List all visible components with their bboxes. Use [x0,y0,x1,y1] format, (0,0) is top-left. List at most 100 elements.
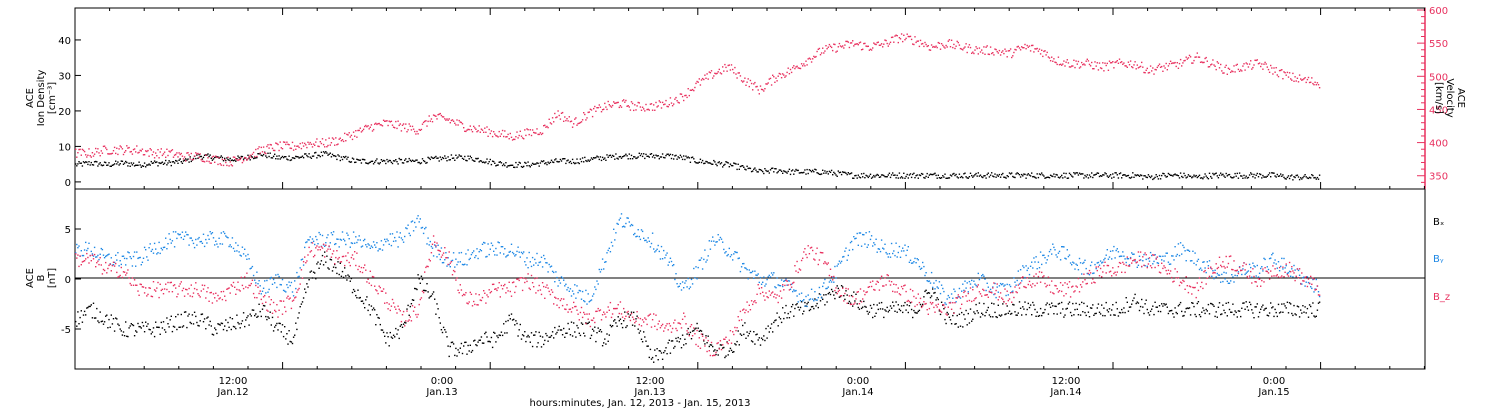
density-point-0 [555,158,557,160]
bfield-point-2 [298,287,300,290]
bfield-point-1 [1165,252,1167,254]
bfield-point-2 [355,264,357,267]
velocity-point-0 [946,46,948,48]
velocity-point-0 [660,107,663,109]
density-point-0 [982,176,984,179]
bfield-point-0 [521,334,524,336]
velocity-point-0 [1210,64,1212,66]
density-point-0 [435,155,437,158]
bfield-point-2 [411,305,414,307]
density-point-0 [1038,173,1041,175]
velocity-point-0 [646,108,648,111]
velocity-point-0 [924,41,926,44]
bfield-point-0 [686,333,688,335]
bfield-point-1 [191,239,194,242]
velocity-point-0 [728,64,730,66]
velocity-point-0 [366,126,368,128]
bfield-point-1 [704,249,706,251]
density-point-0 [1235,175,1237,177]
bfield-point-1 [331,234,334,236]
density-point-0 [956,176,958,178]
bfield-point-1 [444,259,446,261]
velocity-point-0 [1179,58,1182,61]
bfield-point-1 [626,217,628,219]
density-point-0 [365,162,367,164]
bfield-point-1 [782,285,784,288]
velocity-point-0 [1191,62,1193,64]
bfield-point-0 [867,313,869,315]
bfield-point-0 [476,344,478,347]
velocity-point-0 [1054,61,1056,63]
velocity-point-0 [905,37,907,40]
density-point-0 [1093,174,1095,176]
bfield-point-2 [381,290,384,292]
density-point-0 [545,162,547,164]
bfield-point-0 [694,328,696,330]
density-point-0 [1155,174,1157,176]
density-point-0 [930,173,933,176]
bfield-point-1 [1224,278,1226,280]
velocity-point-0 [580,121,583,123]
bfield-point-2 [419,298,421,301]
density-point-0 [1172,175,1174,177]
bfield-point-0 [141,321,144,324]
bfield-point-0 [381,329,384,331]
bfield-point-0 [1164,304,1166,306]
velocity-point-0 [704,74,706,76]
bfield-point-2 [183,295,186,297]
density-point-0 [534,163,536,165]
density-point-0 [308,153,310,155]
bfield-point-1 [608,247,610,249]
bfield-point-1 [726,255,728,257]
velocity-point-0 [541,132,544,135]
bfield-point-2 [399,310,401,312]
bfield-point-0 [693,329,695,332]
density-point-0 [406,161,408,163]
velocity-point-0 [182,158,185,160]
bfield-point-1 [1124,258,1126,260]
bfield-point-0 [93,317,96,319]
density-point-0 [935,174,937,177]
bfield-point-1 [898,245,901,248]
bfield-point-0 [715,353,717,356]
density-point-0 [1066,177,1068,179]
density-point-0 [566,160,568,162]
bfield-point-2 [131,277,134,279]
bfield-point-1 [933,282,935,284]
density-point-0 [185,158,187,160]
bfield-point-0 [319,263,321,265]
velocity-point-0 [342,140,345,143]
bfield-point-0 [1038,314,1041,317]
bfield-point-2 [106,272,108,274]
bfield-point-0 [415,288,417,290]
velocity-point-0 [458,119,460,122]
bfield-point-0 [1131,303,1133,305]
bfield-point-1 [664,257,666,259]
bfield-point-1 [246,258,248,260]
velocity-point-0 [439,112,441,115]
bfield-point-0 [925,289,927,291]
bfield-point-0 [307,286,309,288]
bfield-point-0 [676,340,678,342]
velocity-point-0 [1253,64,1255,66]
velocity-point-0 [593,107,595,110]
velocity-point-0 [710,70,713,72]
density-point-0 [999,176,1002,178]
bfield-point-0 [277,329,279,331]
density-point-0 [674,155,676,157]
density-point-0 [1134,174,1136,176]
bfield-point-1 [306,241,308,243]
velocity-point-0 [1099,67,1102,69]
velocity-point-0 [958,44,961,46]
bfield-point-1 [567,286,569,289]
bfield-point-0 [1006,305,1008,307]
velocity-point-0 [201,160,204,162]
bfield-point-1 [1181,253,1183,255]
bfield-point-1 [250,267,252,269]
bfield-point-0 [1063,316,1065,318]
bfield-point-1 [1132,253,1134,255]
bfield-point-0 [357,289,359,291]
bfield-point-0 [329,258,331,261]
density-point-0 [352,158,355,160]
velocity-point-0 [1131,66,1133,68]
